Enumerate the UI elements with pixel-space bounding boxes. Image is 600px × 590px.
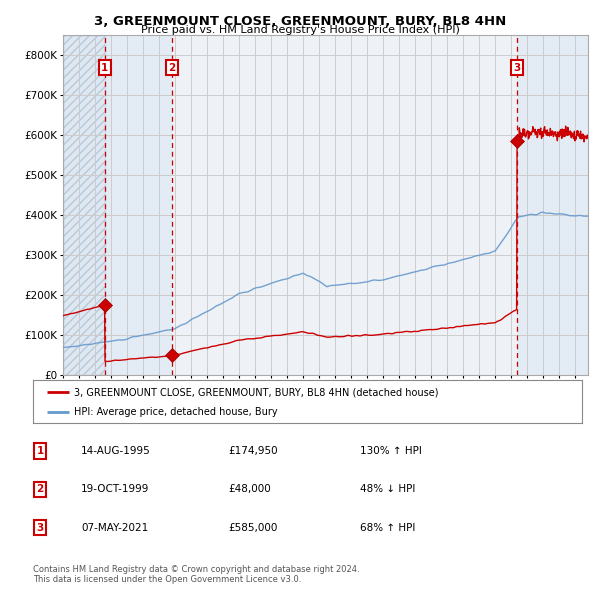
Bar — [63, 35, 105, 375]
Bar — [517, 35, 588, 375]
Text: 48% ↓ HPI: 48% ↓ HPI — [360, 484, 415, 494]
Text: 2: 2 — [37, 484, 44, 494]
Text: 1: 1 — [101, 63, 109, 73]
Text: £174,950: £174,950 — [228, 446, 278, 456]
Text: HPI: Average price, detached house, Bury: HPI: Average price, detached house, Bury — [74, 407, 278, 417]
Text: 07-MAY-2021: 07-MAY-2021 — [81, 523, 148, 533]
Text: 68% ↑ HPI: 68% ↑ HPI — [360, 523, 415, 533]
Text: 19-OCT-1999: 19-OCT-1999 — [81, 484, 149, 494]
Text: £48,000: £48,000 — [228, 484, 271, 494]
Text: 130% ↑ HPI: 130% ↑ HPI — [360, 446, 422, 456]
Text: Price paid vs. HM Land Registry's House Price Index (HPI): Price paid vs. HM Land Registry's House … — [140, 25, 460, 35]
Text: £585,000: £585,000 — [228, 523, 277, 533]
Text: 3: 3 — [513, 63, 520, 73]
Text: 1: 1 — [37, 446, 44, 456]
Text: 2: 2 — [168, 63, 175, 73]
Text: 3, GREENMOUNT CLOSE, GREENMOUNT, BURY, BL8 4HN (detached house): 3, GREENMOUNT CLOSE, GREENMOUNT, BURY, B… — [74, 387, 439, 397]
Text: 3: 3 — [37, 523, 44, 533]
Text: This data is licensed under the Open Government Licence v3.0.: This data is licensed under the Open Gov… — [33, 575, 301, 584]
Text: Contains HM Land Registry data © Crown copyright and database right 2024.: Contains HM Land Registry data © Crown c… — [33, 565, 359, 574]
Bar — [105, 35, 172, 375]
Text: 14-AUG-1995: 14-AUG-1995 — [81, 446, 151, 456]
Text: 3, GREENMOUNT CLOSE, GREENMOUNT, BURY, BL8 4HN: 3, GREENMOUNT CLOSE, GREENMOUNT, BURY, B… — [94, 15, 506, 28]
